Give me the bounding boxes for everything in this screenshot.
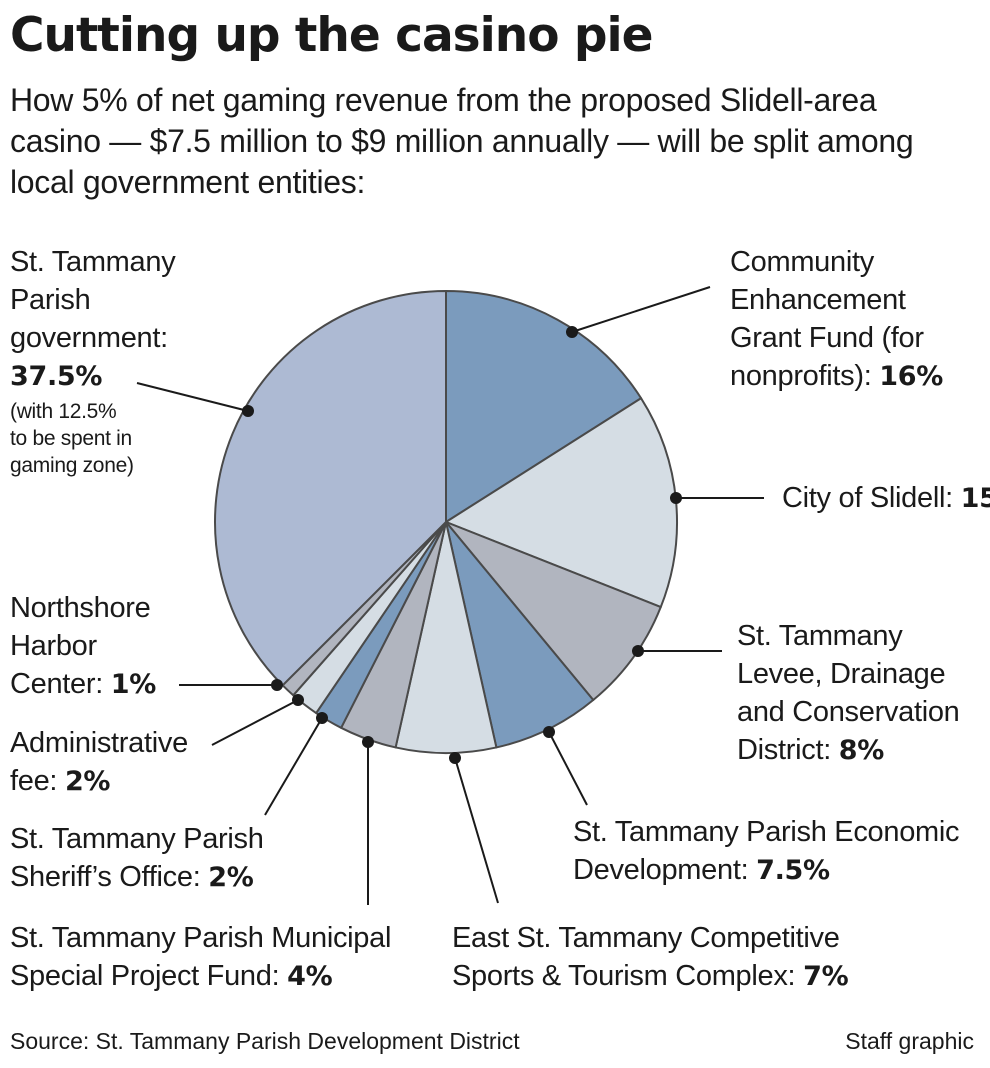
leader-dot-municipal-special-project xyxy=(362,736,374,748)
slice-label-text: St. Tammany Parish Economic xyxy=(573,816,960,848)
leader-line-administrative-fee xyxy=(211,699,299,746)
slice-label-text: St. Tammany xyxy=(10,246,176,278)
leader-dot-northshore-harbor xyxy=(271,679,283,691)
slice-label-text: Community xyxy=(730,246,874,278)
slice-value: 15% xyxy=(960,483,990,514)
slice-label-text: Harbor xyxy=(10,630,97,662)
slice-label-text: St. Tammany Parish xyxy=(10,823,264,855)
slice-label-sheriffs-office: St. Tammany Parish Sheriff’s Office: 2% xyxy=(10,820,264,897)
slice-label-text: Sports & Tourism Complex: xyxy=(452,960,796,992)
slice-label-municipal-special-project: St. Tammany Parish Municipal Special Proj… xyxy=(10,919,391,996)
slice-label-economic-development: St. Tammany Parish Economic Development: … xyxy=(573,813,960,890)
leader-line-community-enhancement xyxy=(571,286,711,333)
slice-value: 7.5% xyxy=(756,855,830,886)
slice-label-administrative-fee: Administrative fee: 2% xyxy=(10,724,188,801)
slice-community-enhancement xyxy=(445,290,643,523)
slice-label-text: Levee, Drainage xyxy=(737,658,946,690)
slice-label-text: District: xyxy=(737,734,831,766)
leader-dot-community-enhancement xyxy=(566,326,578,338)
slice-label-northshore-harbor: Northshore Harbor Center: 1% xyxy=(10,589,156,704)
slice-value: 7% xyxy=(803,961,849,992)
slice-label-text: Development: xyxy=(573,854,749,886)
slice-label-text: fee: xyxy=(10,765,58,797)
slice-value: 8% xyxy=(838,735,885,766)
slice-label-text: East St. Tammany Competitive xyxy=(452,922,840,954)
slice-label-text: and Conservation xyxy=(737,696,960,728)
leader-dot-city-of-slidell xyxy=(670,492,682,504)
leader-dot-economic-development xyxy=(543,726,555,738)
leader-dot-administrative-fee xyxy=(292,694,304,706)
leader-line-parish-government xyxy=(136,382,249,412)
slice-label-text: government: xyxy=(10,322,168,354)
slice-value: 1% xyxy=(110,669,157,700)
slice-value: 2% xyxy=(208,862,254,893)
leader-dot-parish-government xyxy=(242,405,254,417)
leader-dot-levee-drainage xyxy=(632,645,644,657)
chart-title: Cutting up the casino pie xyxy=(10,8,654,63)
source-note: Source: St. Tammany Parish Development D… xyxy=(10,1028,520,1054)
slice-label-text: Northshore xyxy=(10,592,151,624)
slice-label-text: Special Project Fund: xyxy=(10,960,280,992)
slice-label-levee-drainage: St. Tammany Levee, Drainage and Conservati… xyxy=(737,617,960,770)
slice-value: 37.5% xyxy=(10,361,103,392)
slice-note: (with 12.5% to be spent in gaming zone) xyxy=(10,400,134,477)
leader-line-economic-development xyxy=(548,731,588,806)
leader-line-sports-tourism xyxy=(454,757,499,904)
slice-levee-drainage xyxy=(445,521,662,701)
slice-label-community-enhancement: Community Enhancement Grant Fund (for nonpr… xyxy=(730,243,943,396)
slice-label-text: Center: xyxy=(10,668,103,700)
slice-sports-tourism xyxy=(394,521,498,754)
slice-parish-government xyxy=(214,290,447,687)
slice-label-sports-tourism: East St. Tammany Competitive Sports & Tou… xyxy=(452,919,849,996)
slice-label-text: Administrative xyxy=(10,727,188,759)
slice-label-text: Parish xyxy=(10,284,91,316)
slice-label-text: St. Tammany Parish Municipal xyxy=(10,922,392,954)
leader-line-sheriffs-office xyxy=(264,717,323,816)
leader-dot-sheriffs-office xyxy=(316,712,328,724)
slice-value: 4% xyxy=(287,961,333,992)
slice-label-parish-government: St. Tammany Parish government: 37.5% (with 1… xyxy=(10,243,176,479)
slice-label-text: Grant Fund (for xyxy=(730,322,924,354)
staff-credit: Staff graphic xyxy=(845,1028,974,1054)
slice-label-text: City of Slidell: xyxy=(782,482,953,514)
slice-label-text: St. Tammany xyxy=(737,620,903,652)
slice-label-text: Sheriff’s Office: xyxy=(10,861,201,893)
slice-label-city-of-slidell: City of Slidell: 15% xyxy=(782,479,990,518)
slice-label-text: Enhancement xyxy=(730,284,906,316)
leader-dot-sports-tourism xyxy=(449,752,461,764)
slice-value: 16% xyxy=(879,361,943,392)
slice-label-text: nonprofits): xyxy=(730,360,872,392)
slice-value: 2% xyxy=(64,766,111,797)
chart-subtitle: How 5% of net gaming revenue from the pr… xyxy=(10,82,914,200)
